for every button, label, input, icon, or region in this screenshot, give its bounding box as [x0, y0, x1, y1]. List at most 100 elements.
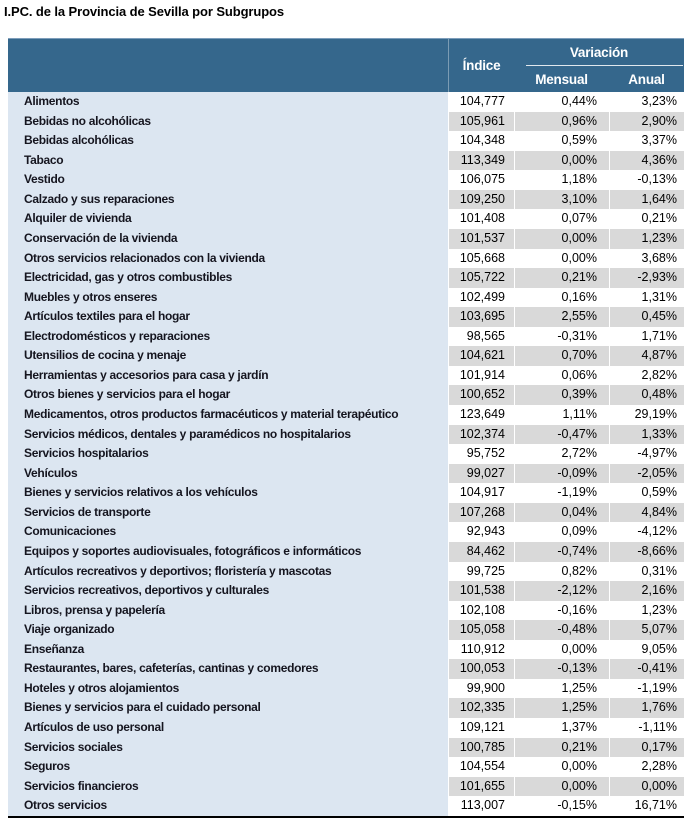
table-row: Bienes y servicios relativos a los vehíc…: [8, 483, 684, 503]
row-mensual: 0,00%: [514, 776, 609, 797]
row-mensual: 1,11%: [514, 405, 609, 425]
row-mensual: -0,15%: [514, 796, 609, 816]
row-label: Electrodomésticos y reparaciones: [8, 326, 448, 347]
table-row: Vestido 106,075 1,18% -0,13%: [8, 170, 684, 190]
table-row: Servicios financieros 101,655 0,00% 0,00…: [8, 776, 684, 797]
row-label: Artículos textiles para el hogar: [8, 307, 448, 327]
table-row: Equipos y soportes audiovisuales, fotogr…: [8, 541, 684, 562]
row-indice: 104,348: [448, 131, 514, 151]
row-indice: 101,655: [448, 776, 514, 797]
row-label: Vestido: [8, 170, 448, 190]
row-label: Libros, prensa y papelería: [8, 600, 448, 621]
row-label: Bebidas alcohólicas: [8, 131, 448, 151]
row-anual: 2,90%: [609, 111, 684, 132]
row-indice: 95,752: [448, 444, 514, 464]
header-corner-cell: [8, 39, 448, 92]
row-mensual: 0,82%: [514, 561, 609, 582]
row-label: Bienes y servicios relativos a los vehíc…: [8, 483, 448, 503]
row-mensual: 0,16%: [514, 287, 609, 308]
row-label: Muebles y otros enseres: [8, 287, 448, 308]
table-row: Tabaco 113,349 0,00% 4,36%: [8, 150, 684, 171]
table-row: Bebidas alcohólicas 104,348 0,59% 3,37%: [8, 131, 684, 151]
table-row: Libros, prensa y papelería 102,108 -0,16…: [8, 600, 684, 621]
row-label: Herramientas y accesorios para casa y ja…: [8, 365, 448, 386]
table-row: Bienes y servicios para el cuidado perso…: [8, 698, 684, 718]
row-label: Alquiler de vivienda: [8, 209, 448, 229]
row-anual: 0,45%: [609, 307, 684, 327]
row-label: Servicios de transporte: [8, 502, 448, 523]
row-indice: 113,007: [448, 796, 514, 816]
row-anual: 3,37%: [609, 131, 684, 151]
row-label: Equipos y soportes audiovisuales, fotogr…: [8, 541, 448, 562]
row-label: Servicios recreativos, deportivos y cult…: [8, 581, 448, 601]
row-indice: 105,668: [448, 248, 514, 269]
row-label: Vehículos: [8, 463, 448, 484]
row-anual: -2,05%: [609, 463, 684, 484]
row-anual: -4,97%: [609, 444, 684, 464]
row-label: Alimentos: [8, 92, 448, 112]
row-mensual: 2,55%: [514, 307, 609, 327]
page-title: I.PC. de la Provincia de Sevilla por Sub…: [4, 4, 285, 19]
table-row: Alimentos 104,777 0,44% 3,23%: [8, 92, 684, 112]
row-anual: 1,31%: [609, 287, 684, 308]
row-indice: 109,121: [448, 718, 514, 738]
row-mensual: 0,00%: [514, 248, 609, 269]
row-mensual: 0,21%: [514, 268, 609, 288]
row-mensual: -0,09%: [514, 463, 609, 484]
row-mensual: 0,00%: [514, 639, 609, 660]
row-indice: 105,961: [448, 111, 514, 132]
table-row: Servicios sociales 100,785 0,21% 0,17%: [8, 737, 684, 758]
row-indice: 92,943: [448, 522, 514, 542]
table-row: Servicios de transporte 107,268 0,04% 4,…: [8, 502, 684, 523]
row-anual: -2,93%: [609, 268, 684, 288]
row-label: Hoteles y otros alojamientos: [8, 678, 448, 699]
row-indice: 110,912: [448, 639, 514, 660]
row-anual: 3,68%: [609, 248, 684, 269]
row-mensual: 0,44%: [514, 92, 609, 112]
row-indice: 102,108: [448, 600, 514, 621]
row-label: Servicios sociales: [8, 737, 448, 758]
row-label: Electricidad, gas y otros combustibles: [8, 268, 448, 288]
row-mensual: 0,04%: [514, 502, 609, 523]
table-row: Herramientas y accesorios para casa y ja…: [8, 365, 684, 386]
row-label: Restaurantes, bares, cafeterías, cantina…: [8, 659, 448, 679]
row-anual: -8,66%: [609, 541, 684, 562]
table-row: Bebidas no alcohólicas 105,961 0,96% 2,9…: [8, 111, 684, 132]
row-mensual: 0,70%: [514, 346, 609, 366]
row-anual: 0,21%: [609, 209, 684, 229]
row-mensual: 1,25%: [514, 678, 609, 699]
header-indice: Índice: [448, 39, 514, 92]
row-anual: 4,84%: [609, 502, 684, 523]
row-anual: 1,76%: [609, 698, 684, 718]
row-indice: 107,268: [448, 502, 514, 523]
table-row: Medicamentos, otros productos farmacéuti…: [8, 405, 684, 425]
table-row: Utensilios de cocina y menaje 104,621 0,…: [8, 346, 684, 366]
table-row: Alquiler de vivienda 101,408 0,07% 0,21%: [8, 209, 684, 229]
row-mensual: 1,37%: [514, 718, 609, 738]
row-label: Bienes y servicios para el cuidado perso…: [8, 698, 448, 718]
row-mensual: -0,74%: [514, 541, 609, 562]
row-anual: 2,16%: [609, 581, 684, 601]
row-indice: 105,722: [448, 268, 514, 288]
row-label: Seguros: [8, 757, 448, 777]
row-mensual: 0,09%: [514, 522, 609, 542]
row-mensual: -0,47%: [514, 424, 609, 445]
row-mensual: -0,48%: [514, 620, 609, 640]
row-mensual: -2,12%: [514, 581, 609, 601]
row-mensual: -0,16%: [514, 600, 609, 621]
row-label: Conservación de la vivienda: [8, 228, 448, 249]
row-anual: 0,31%: [609, 561, 684, 582]
table-row: Servicios recreativos, deportivos y cult…: [8, 581, 684, 601]
row-indice: 98,565: [448, 326, 514, 347]
row-anual: 1,23%: [609, 600, 684, 621]
row-label: Enseñanza: [8, 639, 448, 660]
row-anual: -4,12%: [609, 522, 684, 542]
row-mensual: 0,06%: [514, 365, 609, 386]
table-row: Artículos recreativos y deportivos; flor…: [8, 561, 684, 582]
table-row: Muebles y otros enseres 102,499 0,16% 1,…: [8, 287, 684, 308]
row-anual: 5,07%: [609, 620, 684, 640]
row-anual: 4,36%: [609, 150, 684, 171]
row-anual: -1,19%: [609, 678, 684, 699]
row-label: Bebidas no alcohólicas: [8, 111, 448, 132]
